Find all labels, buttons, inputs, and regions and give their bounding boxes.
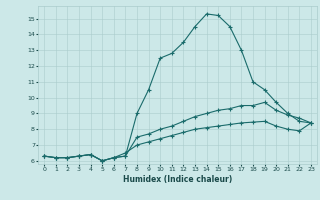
X-axis label: Humidex (Indice chaleur): Humidex (Indice chaleur) — [123, 175, 232, 184]
